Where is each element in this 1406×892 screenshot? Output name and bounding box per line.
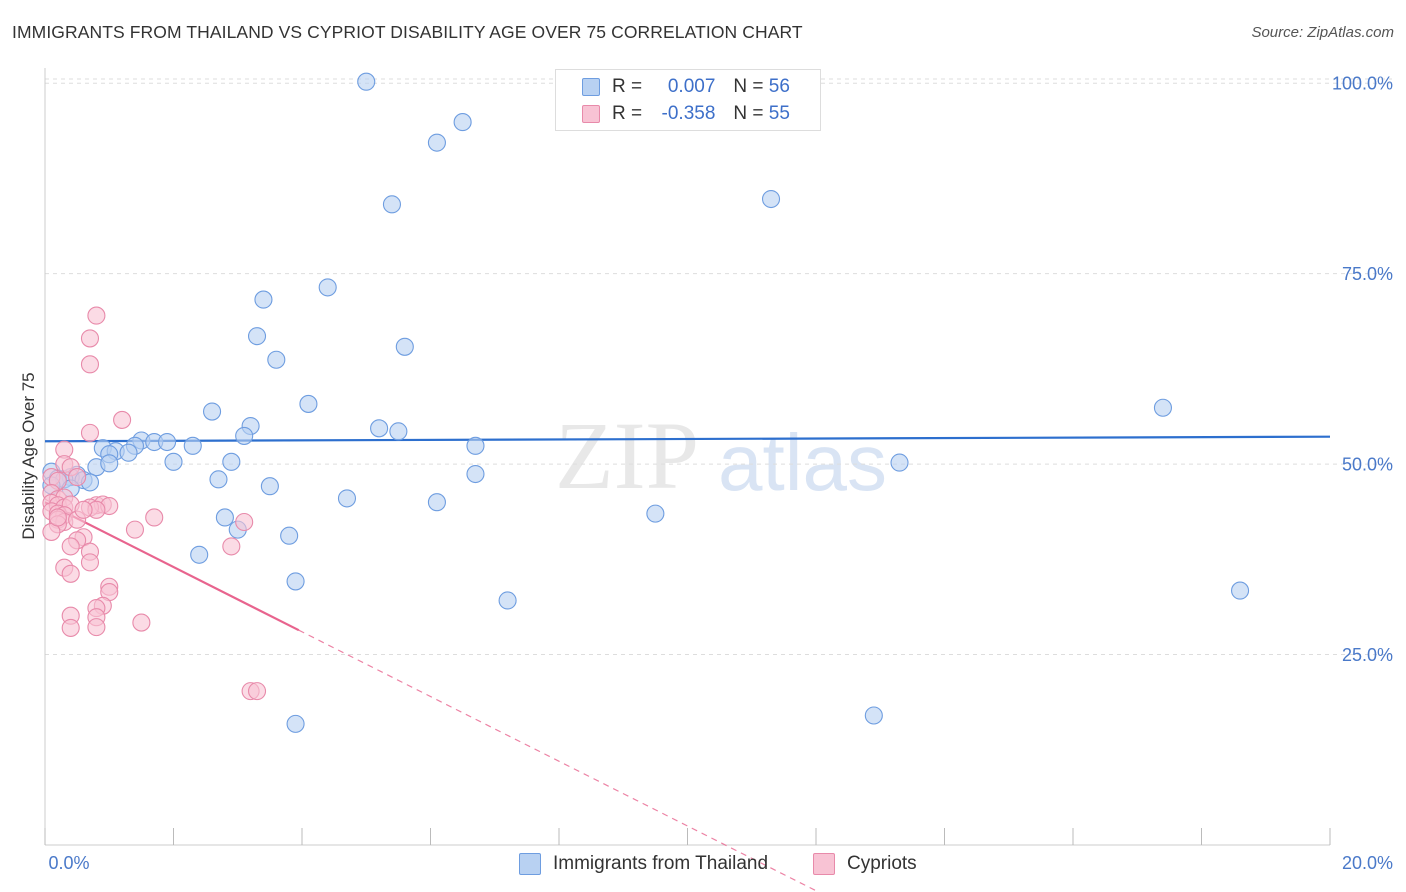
point-thailand: [498, 591, 517, 610]
point-cypriots: [113, 410, 132, 429]
point-thailand: [427, 493, 446, 512]
bottom-legend-swatch-cypriots: [813, 853, 835, 875]
point-thailand: [215, 508, 234, 527]
point-thailand: [382, 195, 402, 214]
point-cypriots: [125, 520, 144, 539]
point-cypriots: [61, 537, 80, 556]
point-cypriots: [145, 508, 164, 527]
bottom-legend-cypriots: Cypriots: [813, 852, 917, 876]
point-cypriots: [61, 564, 80, 583]
gridlines: [45, 78, 1392, 656]
point-thailand: [203, 402, 222, 421]
point-thailand: [119, 443, 138, 462]
point-cypriots: [80, 329, 100, 348]
x-tick-label-min: 0.0%: [48, 853, 89, 873]
point-cypriots: [74, 500, 93, 519]
axes: 25.0% 50.0% 75.0% 100.0% 0.0% 20.0%: [44, 68, 1393, 873]
point-thailand: [389, 422, 408, 441]
x-tick-label-max: 20.0%: [1342, 853, 1393, 873]
legend-r-value: -0.358: [661, 103, 716, 124]
point-thailand: [318, 278, 337, 297]
point-thailand: [761, 189, 781, 209]
point-cypriots: [222, 537, 241, 556]
watermark: ZIP atlas: [555, 402, 887, 509]
point-thailand: [209, 470, 228, 489]
point-thailand: [247, 327, 267, 346]
point-cypriots: [247, 682, 267, 701]
point-thailand: [466, 436, 485, 455]
point-cypriots: [87, 306, 106, 325]
legend-n-value: 56: [768, 76, 790, 97]
legend-swatch-thailand: [582, 78, 600, 96]
point-cypriots: [48, 508, 67, 527]
legend-r-label: R =: [612, 76, 643, 97]
y-axis-title: Disability Age Over 75: [19, 372, 38, 539]
point-thailand: [100, 454, 119, 473]
point-thailand: [337, 489, 357, 508]
watermark-zip: ZIP: [555, 402, 699, 509]
trend-lines: [44, 435, 1331, 892]
point-cypriots: [61, 618, 80, 637]
watermark-atlas: atlas: [718, 418, 887, 507]
point-thailand: [260, 477, 279, 496]
data-points: [42, 72, 1250, 733]
point-cypriots: [80, 553, 100, 572]
legend-r-label: R =: [612, 103, 643, 124]
bottom-legend-label-cypriots: Cypriots: [847, 853, 917, 874]
bottom-legend-label-thailand: Immigrants from Thailand: [553, 853, 769, 874]
point-thailand: [158, 432, 177, 452]
point-cypriots: [235, 512, 254, 532]
source-label: Source: ZipAtlas.com: [1251, 24, 1394, 41]
y-tick-label: 50.0%: [1342, 455, 1393, 475]
legend-row-thailand: R = 0.007 N = 56: [582, 75, 790, 99]
point-thailand: [190, 545, 209, 564]
point-thailand: [286, 714, 305, 733]
point-thailand: [890, 453, 909, 472]
trend-extension-1: [298, 629, 817, 892]
y-tick-label: 75.0%: [1342, 264, 1393, 284]
legend-n-label: N =: [733, 103, 764, 124]
legend-n-label: N =: [733, 76, 764, 97]
bottom-legend-swatch-thailand: [519, 853, 541, 875]
y-tick-label: 25.0%: [1342, 645, 1393, 665]
point-cypriots: [132, 613, 151, 632]
legend-row-cypriots: R = -0.358 N = 55: [582, 102, 790, 126]
point-thailand: [286, 572, 305, 591]
point-thailand: [164, 452, 183, 471]
point-thailand: [864, 706, 883, 725]
point-thailand: [183, 436, 202, 455]
point-thailand: [427, 133, 446, 152]
point-cypriots: [87, 618, 106, 637]
point-thailand: [235, 426, 254, 445]
point-thailand: [646, 504, 665, 523]
trend-line-0: [44, 435, 1331, 443]
point-thailand: [466, 464, 485, 484]
point-cypriots: [80, 355, 100, 374]
point-cypriots: [80, 423, 100, 442]
trend-line-1: [44, 501, 300, 632]
point-thailand: [357, 72, 376, 91]
point-thailand: [254, 290, 273, 309]
point-thailand: [267, 350, 286, 369]
legend-r-value: 0.007: [667, 76, 716, 97]
point-thailand: [280, 526, 299, 545]
point-thailand: [453, 113, 472, 132]
point-thailand: [222, 452, 241, 471]
chart-title: IMMIGRANTS FROM THAILAND VS CYPRIOT DISA…: [12, 22, 803, 42]
legend-swatch-cypriots: [582, 105, 600, 123]
point-thailand: [370, 419, 389, 438]
point-thailand: [1231, 581, 1250, 600]
stats-legend: R = 0.007 N = 56 R = -0.358 N = 55: [555, 69, 821, 131]
legend-n-value: 55: [768, 103, 790, 124]
point-thailand: [299, 394, 318, 413]
bottom-legend-thailand: Immigrants from Thailand: [519, 852, 768, 876]
point-cypriots: [68, 468, 87, 487]
y-tick-label: 100.0%: [1332, 74, 1393, 94]
point-thailand: [1153, 398, 1172, 417]
point-thailand: [395, 337, 414, 356]
